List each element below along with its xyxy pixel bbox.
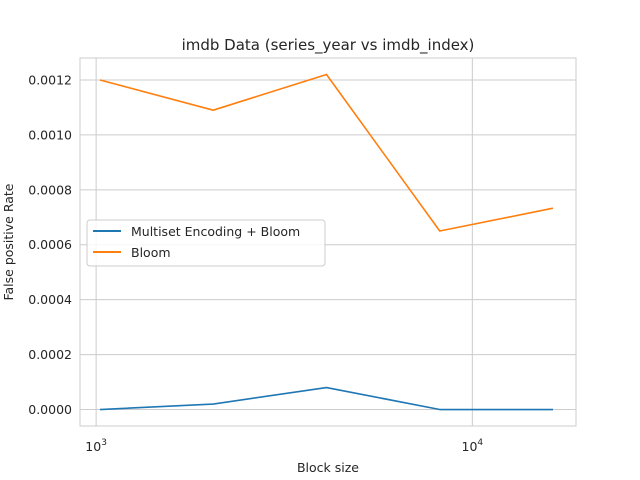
y-axis-label: False positive Rate: [1, 183, 16, 300]
legend-box: [86, 219, 326, 267]
x-tick-label: 103: [85, 438, 107, 454]
series-layer: [99, 73, 554, 411]
x-axis-label: Block size: [297, 460, 359, 475]
x-tick-label: 104: [462, 438, 484, 454]
y-tick-label: 0.0000: [28, 402, 72, 417]
y-tick-label: 0.0010: [28, 127, 72, 142]
series-line-bloom: [99, 73, 554, 232]
chart-title: imdb Data (series_year vs imdb_index): [182, 36, 475, 55]
y-tick-label: 0.0004: [28, 292, 72, 307]
legend-label-multiset: Multiset Encoding + Bloom: [131, 224, 300, 239]
legend: Multiset Encoding + Bloom Bloom: [86, 219, 326, 267]
y-tick-label: 0.0008: [28, 182, 72, 197]
y-tick-label: 0.0002: [28, 347, 72, 362]
legend-label-bloom: Bloom: [131, 245, 171, 260]
y-tick-label: 0.0012: [28, 72, 72, 87]
y-tick-label: 0.0006: [28, 237, 72, 252]
series-line-multiset: [99, 386, 553, 411]
tick-layer: 0.0000 0.0002 0.0004 0.0006 0.0008 0.0010 0.00…: [28, 72, 483, 454]
